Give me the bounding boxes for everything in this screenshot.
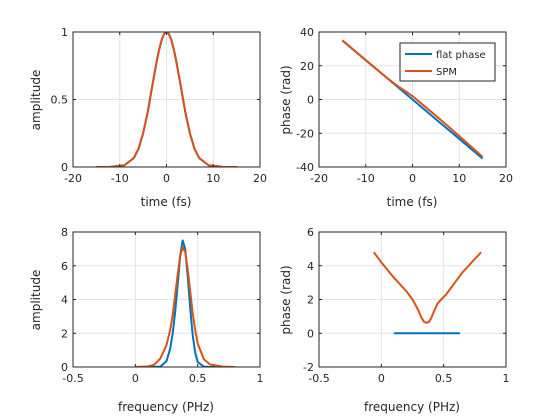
- xlabel-time-amplitude: time (fs): [141, 195, 192, 209]
- y-tick-label: 0.5: [51, 94, 69, 107]
- legend-label-flat-phase: flat phase: [436, 50, 486, 61]
- x-tick-label: 1: [503, 372, 510, 385]
- ylabel-frequency-amplitude: amplitude: [29, 270, 43, 331]
- series-line-spm: [96, 32, 237, 167]
- xlabel-frequency-phase: frequency (PHz): [364, 400, 460, 414]
- xlabel-time-phase: time (fs): [387, 195, 438, 209]
- y-tick-label: -20: [296, 127, 314, 140]
- y-tick-label: 0: [61, 161, 68, 174]
- ylabel-time-phase: phase (rad): [279, 65, 293, 134]
- y-tick-label: 1: [61, 26, 68, 39]
- y-tick-label: 2: [61, 327, 68, 340]
- x-tick-label: -0.5: [308, 372, 329, 385]
- y-tick-label: 20: [300, 60, 314, 73]
- x-tick-label: -0.5: [62, 372, 83, 385]
- x-tick-label: -10: [357, 172, 375, 185]
- x-tick-label: 0: [163, 172, 170, 185]
- y-tick-label: 6: [307, 226, 314, 239]
- x-tick-label: 20: [253, 172, 267, 185]
- y-tick-label: -40: [296, 161, 314, 174]
- legend-label-spm: SPM: [436, 67, 457, 78]
- y-tick-label: -2: [303, 361, 314, 374]
- y-tick-label: 0: [307, 94, 314, 107]
- y-tick-label: 6: [61, 260, 68, 273]
- y-tick-label: 40: [300, 26, 314, 39]
- x-tick-label: 10: [206, 172, 220, 185]
- panel-frequency-phase: -0.5 0 0.5 1 -2 0 2 4 6 frequency (PHz) phase (r…: [279, 226, 510, 414]
- y-tick-label: 0: [61, 361, 68, 374]
- y-tick-label: 4: [307, 260, 314, 273]
- x-tick-label: 0: [132, 372, 139, 385]
- plot-area-3: -0.5 0 0.5 1 -2 0 2 4 6: [303, 226, 509, 385]
- series-line-spm: [373, 251, 482, 324]
- ylabel-time-amplitude: amplitude: [29, 70, 43, 131]
- series-line-spm: [341, 39, 484, 158]
- panel-time-amplitude: -20 -10 0 10 20 0 0.5 1 time (fs) amplitude: [29, 26, 267, 209]
- x-tick-label: 10: [452, 172, 466, 185]
- xlabel-frequency-amplitude: frequency (PHz): [118, 400, 214, 414]
- x-tick-label: 0.5: [435, 372, 453, 385]
- y-tick-label: 0: [307, 327, 314, 340]
- x-tick-label: -10: [111, 172, 129, 185]
- x-tick-label: -20: [64, 172, 82, 185]
- x-tick-label: 20: [499, 172, 513, 185]
- y-tick-label: 2: [307, 294, 314, 307]
- legend-box: [399, 42, 496, 82]
- series-line-spm: [135, 246, 236, 367]
- ylabel-frequency-phase: phase (rad): [279, 265, 293, 334]
- legend: flat phase SPM: [399, 42, 496, 82]
- x-tick-label: 0: [409, 172, 416, 185]
- y-tick-label: 8: [61, 226, 68, 239]
- y-tick-label: 4: [61, 294, 68, 307]
- series-line-flat: [135, 239, 236, 367]
- x-tick-label: 0: [378, 372, 385, 385]
- x-tick-label: 1: [257, 372, 264, 385]
- x-tick-label: 0.5: [189, 372, 207, 385]
- plot-area-0: -20 -10 0 10 20 0 0.5 1: [51, 26, 268, 185]
- x-tick-label: -20: [310, 172, 328, 185]
